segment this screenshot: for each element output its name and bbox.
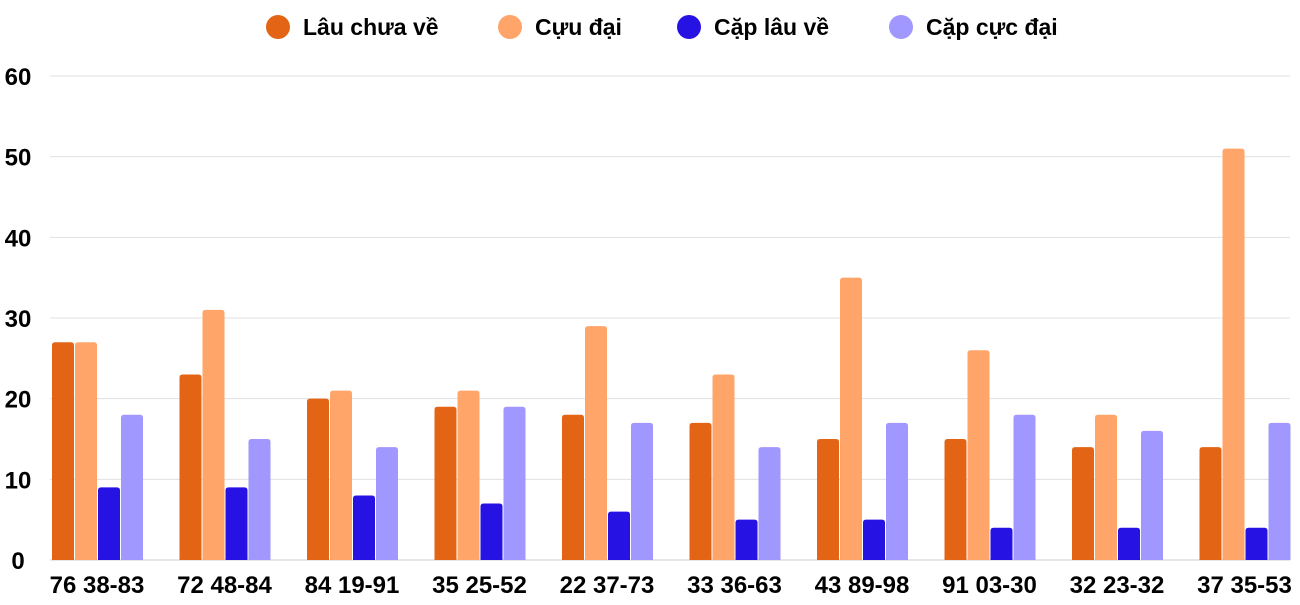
y-tick-label: 60 [5, 64, 32, 91]
legend-label: Lâu chưa về [303, 14, 439, 40]
legend-marker [266, 15, 290, 39]
bar [608, 511, 630, 560]
bar [98, 487, 120, 560]
bar [434, 406, 457, 560]
bar [225, 487, 248, 560]
legend-marker [889, 15, 913, 39]
bar [817, 439, 839, 560]
x-tick-label: 84 19-91 [305, 572, 400, 599]
bar [840, 277, 862, 560]
bar [1072, 447, 1094, 560]
bar [886, 422, 908, 560]
x-tick-label: 91 03-30 [942, 572, 1037, 599]
bar [503, 406, 526, 560]
y-tick-label: 50 [5, 145, 32, 172]
legend-label: Cặp lâu về [714, 14, 829, 40]
x-tick-label: 22 37-73 [560, 572, 655, 599]
legend: Lâu chưa về Cựu đại Cặp lâu về Cặp cực đại [266, 14, 1058, 40]
x-tick-label: 35 25-52 [432, 572, 527, 599]
bar [202, 309, 225, 560]
legend-label: Cựu đại [535, 14, 622, 40]
bar [457, 390, 480, 560]
bar [712, 374, 735, 560]
x-tick-label: 33 36-63 [687, 572, 782, 599]
x-tick-label: 43 89-98 [815, 572, 910, 599]
x-tick-label: 76 38-83 [50, 572, 145, 599]
bar [585, 326, 607, 560]
x-tick-label: 72 48-84 [177, 572, 272, 599]
bar [562, 414, 584, 560]
bar [353, 495, 375, 560]
bar [1199, 447, 1222, 560]
x-tick-label: 32 23-32 [1070, 572, 1165, 599]
bar [376, 447, 398, 560]
y-tick-label: 30 [5, 306, 32, 333]
y-tick-label: 0 [11, 548, 24, 575]
x-tick-label: 37 35-53 [1197, 572, 1292, 599]
bar [121, 414, 143, 560]
y-tick-label: 20 [5, 387, 32, 414]
y-axis: 0 10 20 30 40 50 60 [5, 64, 32, 575]
legend-label: Cặp cực đại [926, 14, 1058, 40]
bar [179, 374, 202, 560]
bar [1095, 414, 1117, 560]
bar [480, 503, 503, 560]
bar [944, 439, 967, 560]
bar [1013, 414, 1036, 560]
bar [967, 350, 990, 560]
bar [735, 519, 758, 560]
bar [631, 422, 653, 560]
bar [863, 519, 885, 560]
legend-marker [677, 15, 701, 39]
bar [1268, 422, 1291, 560]
bar [75, 342, 97, 560]
bar [758, 447, 781, 560]
bar [248, 439, 271, 560]
bar [1118, 527, 1140, 560]
bar [1222, 148, 1245, 560]
bar [1245, 527, 1268, 560]
bar [330, 390, 352, 560]
bar [307, 398, 329, 560]
bar [990, 527, 1013, 560]
y-tick-label: 40 [5, 225, 32, 252]
legend-marker [498, 15, 522, 39]
x-axis: 76 38-83 72 48-84 84 19-91 35 25-52 22 37-73… [50, 572, 1292, 599]
bar [52, 342, 74, 560]
bar [689, 422, 712, 560]
y-tick-label: 10 [5, 467, 32, 494]
bars [52, 148, 1291, 560]
bar [1141, 430, 1163, 560]
